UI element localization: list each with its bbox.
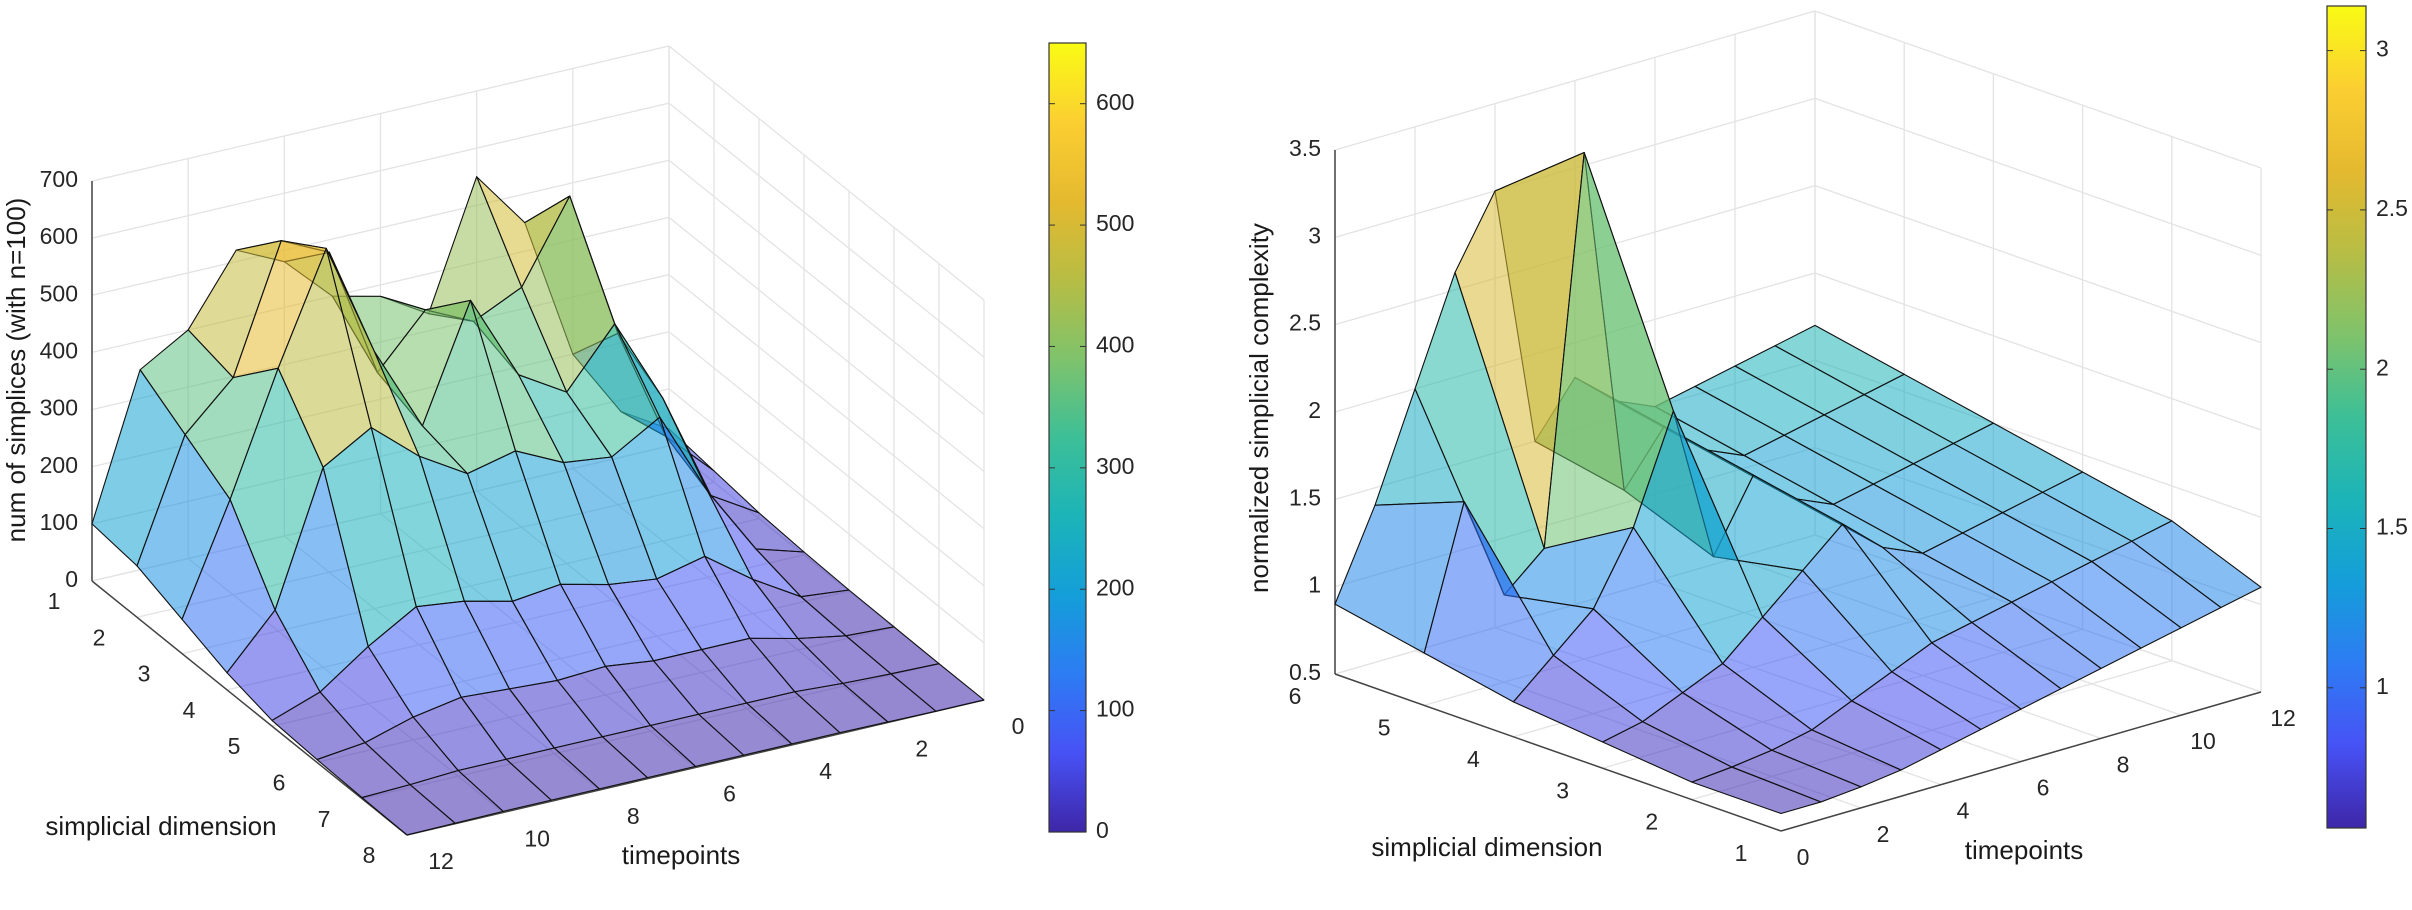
z-tick-label: 1 [1308, 572, 1321, 598]
z-tick-label: 700 [40, 166, 78, 192]
z-tick-label: 0 [65, 566, 78, 592]
x-tick-label: 6 [723, 781, 736, 807]
x-tick-label: 12 [428, 848, 454, 874]
grid-line [668, 388, 985, 644]
z-axis-label: normalized simplicial complexity [1244, 223, 1274, 593]
y-tick-label: 4 [183, 697, 196, 723]
x-tick-label: 10 [2190, 728, 2216, 754]
y-tick-label: 6 [1289, 683, 1302, 709]
z-tick-label: 200 [40, 452, 78, 478]
colorbar-tick-label: 2 [2376, 354, 2389, 380]
colorbar-tick-label: 500 [1096, 210, 1134, 236]
x-tick-label: 8 [627, 803, 640, 829]
z-tick-label: 2.5 [1289, 310, 1321, 336]
y-tick-label: 3 [138, 661, 151, 687]
y-tick-label: 2 [1645, 809, 1658, 835]
colorbar-tick-label: 400 [1096, 332, 1134, 358]
grid-line [1814, 10, 2262, 169]
y-tick-label: 2 [93, 624, 106, 650]
x-tick-label: 2 [1877, 821, 1890, 847]
colorbar-tick-label: 1 [2376, 673, 2389, 699]
x-tick-label: 6 [2037, 775, 2050, 801]
z-tick-label: 2 [1308, 397, 1321, 423]
grid-line [1814, 272, 2262, 431]
colorbar-tick-label: 300 [1096, 453, 1134, 479]
colorbar [1048, 42, 1087, 833]
colorbar-tick-label: 100 [1096, 696, 1134, 722]
x-tick-label: 10 [524, 826, 550, 852]
grid-line [668, 331, 985, 587]
grid-line [668, 159, 985, 415]
grid-line [1814, 185, 2262, 344]
y-tick-label: 3 [1556, 777, 1569, 803]
z-tick-label: 500 [40, 280, 78, 306]
x-axis [1780, 691, 2262, 832]
x-axis-label: timepoints [622, 840, 741, 870]
grid-line [668, 102, 985, 358]
z-tick-label: 600 [40, 223, 78, 249]
surface-face [1691, 766, 1822, 815]
z-axis-label: num of simplices (with n=100) [1, 198, 31, 543]
y-tick-label: 1 [1735, 840, 1748, 866]
x-tick-label: 2 [915, 736, 928, 762]
y-tick-label: 6 [273, 770, 286, 796]
y-tick-label: 1 [48, 588, 61, 614]
y-axis [1334, 673, 1782, 832]
z-tick-label: 100 [40, 509, 78, 535]
grid-line [668, 216, 985, 472]
x-tick-label: 4 [1957, 798, 1970, 824]
x-axis [406, 699, 985, 836]
x-tick-label: 12 [2270, 705, 2296, 731]
grid-line [668, 274, 985, 530]
z-tick-label: 3.5 [1289, 135, 1321, 161]
x-tick-label: 4 [819, 758, 832, 784]
colorbar-tick-label: 1.5 [2376, 514, 2408, 540]
x-tick-label: 0 [1012, 713, 1025, 739]
colorbar-tick-label: 0 [1096, 817, 1109, 843]
grid-line [1814, 97, 2262, 256]
x-axis-label: timepoints [1965, 835, 2084, 865]
y-tick-label: 7 [318, 806, 331, 832]
z-tick-label: 400 [40, 338, 78, 364]
y-tick-label: 5 [228, 733, 241, 759]
y-tick-label: 4 [1467, 746, 1480, 772]
colorbar-tick-label: 600 [1096, 89, 1134, 115]
z-tick-label: 1.5 [1289, 484, 1321, 510]
colorbar-tick-label: 2.5 [2376, 195, 2408, 221]
surface-plot-right: 0.511.522.533.5123456024681012normalized… [1244, 5, 2408, 870]
y-tick-label: 8 [363, 842, 376, 868]
x-tick-label: 0 [1797, 844, 1810, 870]
surface-plot-left: 010020030040050060070012345678024681012n… [1, 42, 1134, 874]
colorbar-tick-label: 200 [1096, 574, 1134, 600]
z-tick-label: 300 [40, 395, 78, 421]
y-axis [91, 580, 408, 836]
grid-line [668, 45, 985, 301]
y-axis-label: simplicial dimension [45, 811, 276, 841]
colorbar-tick-label: 3 [2376, 36, 2389, 62]
y-tick-label: 5 [1378, 714, 1391, 740]
z-tick-label: 0.5 [1289, 659, 1321, 685]
colorbar [2326, 5, 2367, 829]
x-tick-label: 8 [2117, 751, 2130, 777]
y-axis-label: simplicial dimension [1371, 832, 1602, 862]
z-tick-label: 3 [1308, 222, 1321, 248]
surface-face [361, 784, 456, 836]
